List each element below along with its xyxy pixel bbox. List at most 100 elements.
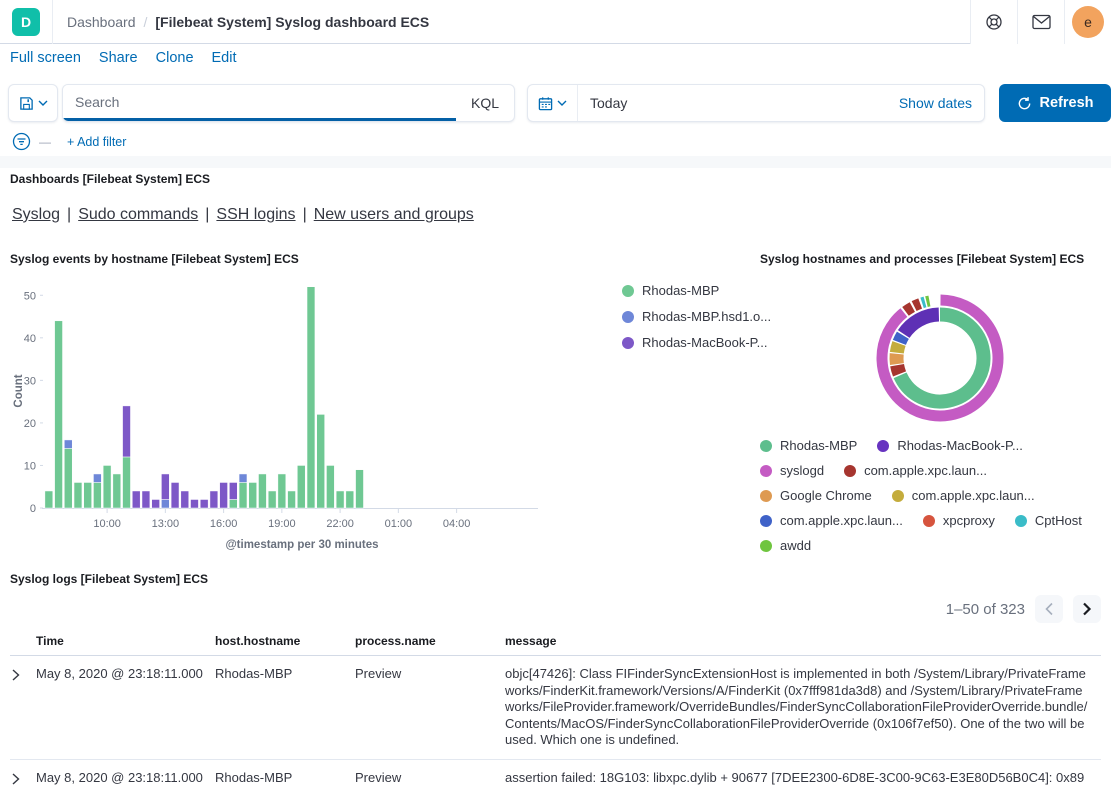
logs-table-header: Time host.hostname process.name message <box>10 630 1101 656</box>
legend-color-dot <box>877 439 890 452</box>
legend-label: com.apple.xpc.laun... <box>911 488 1035 503</box>
menu-share[interactable]: Share <box>98 50 138 66</box>
kql-button[interactable]: KQL <box>470 95 499 111</box>
refresh-label: Refresh <box>1039 95 1094 111</box>
menu-clone[interactable]: Clone <box>155 50 194 66</box>
app-header: D Dashboard / [Filebeat System] Syslog d… <box>0 0 1111 44</box>
app-logo[interactable]: D <box>12 7 40 36</box>
legend-item[interactable]: syslogd <box>760 463 824 478</box>
help-button[interactable] <box>970 0 1017 44</box>
expand-row-button[interactable] <box>10 666 36 749</box>
nav-link-new-users-groups[interactable]: New users and groups <box>313 206 474 223</box>
column-message[interactable]: message <box>505 634 557 648</box>
add-filter-button[interactable]: + Add filter <box>67 134 127 149</box>
chevron-down-icon <box>38 100 47 106</box>
search-input[interactable] <box>63 85 456 121</box>
expand-row-button[interactable] <box>10 770 36 787</box>
query-bar: KQL Today Show dates <box>8 84 1111 122</box>
user-menu-button[interactable]: e <box>1064 0 1111 44</box>
legend-item[interactable]: awdd <box>760 538 811 553</box>
svg-text:20: 20 <box>24 418 36 430</box>
syslog-events-bar-chart[interactable]: 0 10 20 30 40 50 10:00 13:00 16:00 19:00 22:00 01:0… <box>10 266 620 558</box>
svg-text:30: 30 <box>24 375 36 387</box>
cell-process: Preview <box>355 769 402 785</box>
donut-legend-row: Google Chrome com.apple.xpc.laun... <box>760 488 1035 503</box>
legend-item[interactable]: Rhodas-MBP <box>760 438 857 453</box>
menu-edit[interactable]: Edit <box>211 50 237 66</box>
nav-separator: | <box>67 206 72 223</box>
date-quick-select-button[interactable] <box>528 85 578 121</box>
svg-text:@timestamp per 30 minutes: @timestamp per 30 minutes <box>225 539 378 551</box>
nav-link-sudo-commands[interactable]: Sudo commands <box>78 206 199 223</box>
breadcrumb-dashboard-link[interactable]: Dashboard <box>67 13 136 30</box>
search-bar: KQL <box>62 84 515 122</box>
date-range-value[interactable]: Today Show dates <box>578 85 984 121</box>
donut-legend-row: com.apple.xpc.laun... xpcproxy CptHost <box>760 513 1082 528</box>
save-icon <box>19 96 33 110</box>
legend-color-dot <box>760 439 772 452</box>
column-process-name[interactable]: process.name <box>355 634 436 648</box>
legend-color-dot <box>760 464 772 477</box>
donut-legend-row: syslogd com.apple.xpc.laun... <box>760 463 987 478</box>
table-row: May 8, 2020 @ 23:18:11.000 Rhodas-MBP Pr… <box>10 656 1101 760</box>
nav-link-syslog[interactable]: Syslog <box>12 206 61 223</box>
column-time[interactable]: Time <box>36 634 64 648</box>
legend-color-dot <box>760 514 772 527</box>
legend-item[interactable]: xpcproxy <box>922 513 995 528</box>
nav-link-ssh-logins[interactable]: SSH logins <box>216 206 296 223</box>
svg-text:10:00: 10:00 <box>93 518 121 530</box>
legend-item[interactable]: Rhodas-MBP.hsd1.o... <box>622 309 771 324</box>
cell-time: May 8, 2020 @ 23:18:11.000 <box>36 666 203 681</box>
app-logo-wrap[interactable]: D <box>0 0 53 44</box>
menu-full-screen[interactable]: Full screen <box>10 50 81 66</box>
dashboard-background-band <box>0 156 1111 168</box>
legend-color-dot <box>844 464 857 477</box>
logs-table: Time host.hostname process.name message … <box>10 630 1101 796</box>
legend-label: CptHost <box>1034 513 1082 528</box>
legend-label: Rhodas-MBP.hsd1.o... <box>642 309 772 324</box>
logs-pagination: 1–50 of 323 <box>946 595 1101 623</box>
legend-label: xpcproxy <box>942 513 995 528</box>
svg-text:Count: Count <box>13 374 25 407</box>
legend-item[interactable]: CptHost <box>1014 513 1082 528</box>
cell-time: May 8, 2020 @ 23:18:11.000 <box>36 769 203 785</box>
refresh-icon <box>1018 96 1030 109</box>
svg-text:50: 50 <box>24 290 36 302</box>
legend-label: awdd <box>780 538 812 553</box>
filter-icon[interactable] <box>12 132 31 151</box>
nav-separator: | <box>205 206 210 223</box>
show-dates-button[interactable]: Show dates <box>898 95 972 111</box>
legend-color-dot <box>1014 514 1027 527</box>
donut-legend-row: Rhodas-MBP Rhodas-MacBook-P... <box>760 438 1023 453</box>
svg-text:01:00: 01:00 <box>385 518 413 530</box>
dashboard-menu: Full screen Share Clone Edit <box>10 50 237 66</box>
legend-item[interactable]: com.apple.xpc.laun... <box>760 513 903 528</box>
legend-item[interactable]: Google Chrome <box>760 488 872 503</box>
saved-query-button[interactable] <box>8 84 58 122</box>
legend-color-dot <box>622 284 634 297</box>
legend-item[interactable]: Rhodas-MacBook-P... <box>622 335 771 350</box>
legend-item[interactable]: Rhodas-MBP <box>622 283 771 298</box>
legend-item[interactable]: com.apple.xpc.laun... <box>891 488 1035 503</box>
pagination-range-label: 1–50 of 323 <box>945 600 1025 618</box>
legend-label: Rhodas-MBP <box>780 438 858 453</box>
table-row: May 8, 2020 @ 23:18:11.000 Rhodas-MBP Pr… <box>10 760 1101 797</box>
donut-panel-title: Syslog hostnames and processes [Filebeat… <box>760 252 1085 266</box>
chevron-right-icon <box>12 669 20 681</box>
legend-item[interactable]: Rhodas-MacBook-P... <box>877 438 1023 453</box>
legend-item[interactable]: com.apple.xpc.laun... <box>844 463 987 478</box>
refresh-button[interactable]: Refresh <box>999 84 1111 122</box>
avatar[interactable]: e <box>1072 5 1104 38</box>
newsfeed-button[interactable] <box>1017 0 1064 44</box>
svg-text:19:00: 19:00 <box>268 518 296 530</box>
next-page-button[interactable] <box>1073 595 1101 623</box>
mail-icon <box>1031 14 1051 29</box>
legend-label: syslogd <box>780 463 825 478</box>
hostnames-processes-donut-chart[interactable] <box>828 272 1052 444</box>
column-host-hostname[interactable]: host.hostname <box>215 634 301 648</box>
previous-page-button[interactable] <box>1035 595 1063 623</box>
svg-text:13:00: 13:00 <box>152 518 180 530</box>
bar-panel-title: Syslog events by hostname [Filebeat Syst… <box>10 252 299 266</box>
chevron-down-icon <box>557 100 567 106</box>
